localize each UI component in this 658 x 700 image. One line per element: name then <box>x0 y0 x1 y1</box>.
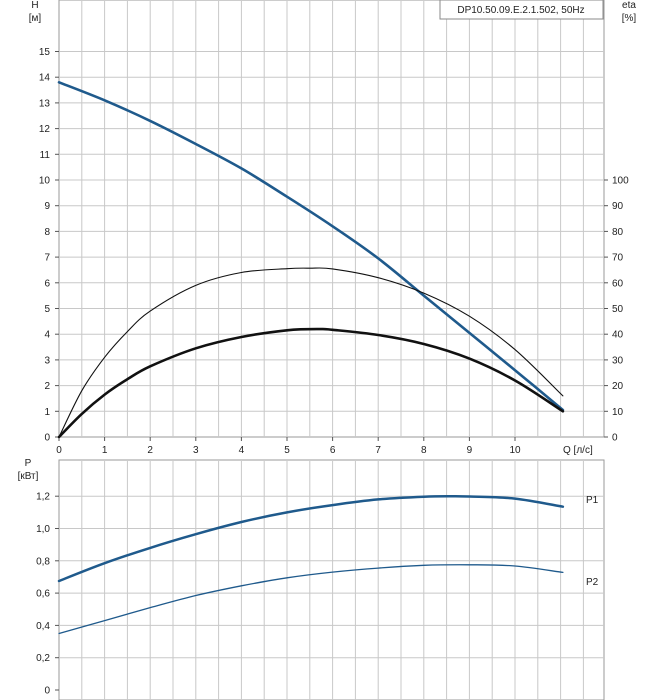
q-tick-label: 1 <box>102 445 108 456</box>
eta-tick-label: 60 <box>612 278 624 289</box>
eta-tick-label: 70 <box>612 253 624 264</box>
h-tick-label: 7 <box>44 253 50 264</box>
eta-pump-curve <box>57 327 565 439</box>
q-tick-label: 9 <box>467 445 473 456</box>
eta-axis-unit: [%] <box>622 13 637 24</box>
h-tick-label: 10 <box>39 176 51 187</box>
eta-tick-label: 100 <box>612 176 629 187</box>
eta-curve <box>58 267 564 438</box>
eta-tick-label: 20 <box>612 381 624 392</box>
p2-label: P2 <box>586 577 599 588</box>
q-tick-label: 0 <box>56 445 62 456</box>
p-axis-unit: [кВт] <box>18 471 39 482</box>
q-tick-label: 10 <box>509 445 521 456</box>
head-ticks: 0123456789101112131415010203040506070809… <box>39 47 629 456</box>
q-tick-label: 4 <box>239 445 245 456</box>
h-tick-label: 14 <box>39 73 51 84</box>
h-tick-label: 15 <box>39 47 51 58</box>
h-tick-label: 1 <box>44 407 50 418</box>
power-series <box>57 494 565 635</box>
q-tick-label: 5 <box>284 445 290 456</box>
p1-label: P1 <box>586 495 599 506</box>
eta-axis-title: eta <box>622 0 636 11</box>
q-tick-label: 6 <box>330 445 336 456</box>
h-tick-label: 5 <box>44 304 50 315</box>
p1-curve <box>57 494 565 583</box>
h-tick-label: 12 <box>39 124 51 135</box>
head-grid <box>59 1 604 437</box>
eta-tick-label: 90 <box>612 201 624 212</box>
p-tick-label: 0,4 <box>36 621 50 632</box>
h-tick-label: 13 <box>39 98 51 109</box>
p-tick-label: 0,8 <box>36 556 50 567</box>
p-axis-title: P <box>25 458 32 469</box>
q-axis-title: Q [л/с] <box>563 445 593 456</box>
eta-tick-label: 80 <box>612 227 624 238</box>
model-title: DP10.50.09.E.2.1.502, 50Hz <box>457 5 584 16</box>
q-tick-label: 3 <box>193 445 199 456</box>
p-tick-label: 0 <box>44 686 50 697</box>
h-tick-label: 2 <box>44 381 50 392</box>
power-ticks: 0 0,2 0,4 0,6 0,8 1,0 1,2 <box>36 492 59 697</box>
h-tick-label: 3 <box>44 355 50 366</box>
q-tick-label: 2 <box>147 445 153 456</box>
head-eta-series <box>57 81 565 439</box>
p-tick-label: 1,2 <box>36 492 50 503</box>
p-tick-label: 1,0 <box>36 524 50 535</box>
eta-tick-label: 0 <box>612 433 618 444</box>
eta-tick-label: 50 <box>612 304 624 315</box>
eta-tick-label: 30 <box>612 355 624 366</box>
h-tick-label: 9 <box>44 201 50 212</box>
eta-tick-label: 40 <box>612 330 624 341</box>
power-grid <box>59 461 604 700</box>
h-tick-label: 0 <box>44 433 50 444</box>
eta-tick-label: 10 <box>612 407 624 418</box>
h-tick-label: 6 <box>44 278 50 289</box>
head-curve <box>57 81 565 412</box>
q-tick-label: 7 <box>375 445 381 456</box>
model-title-box <box>439 0 604 20</box>
h-axis-title: H <box>31 0 38 11</box>
h-tick-label: 11 <box>40 150 51 161</box>
p-tick-label: 0,2 <box>36 653 50 664</box>
h-axis-unit: [м] <box>29 13 42 24</box>
h-tick-label: 4 <box>44 330 50 341</box>
q-tick-label: 8 <box>421 445 427 456</box>
p-tick-label: 0,6 <box>36 589 50 600</box>
p2-curve <box>58 564 564 635</box>
h-tick-label: 8 <box>44 227 50 238</box>
